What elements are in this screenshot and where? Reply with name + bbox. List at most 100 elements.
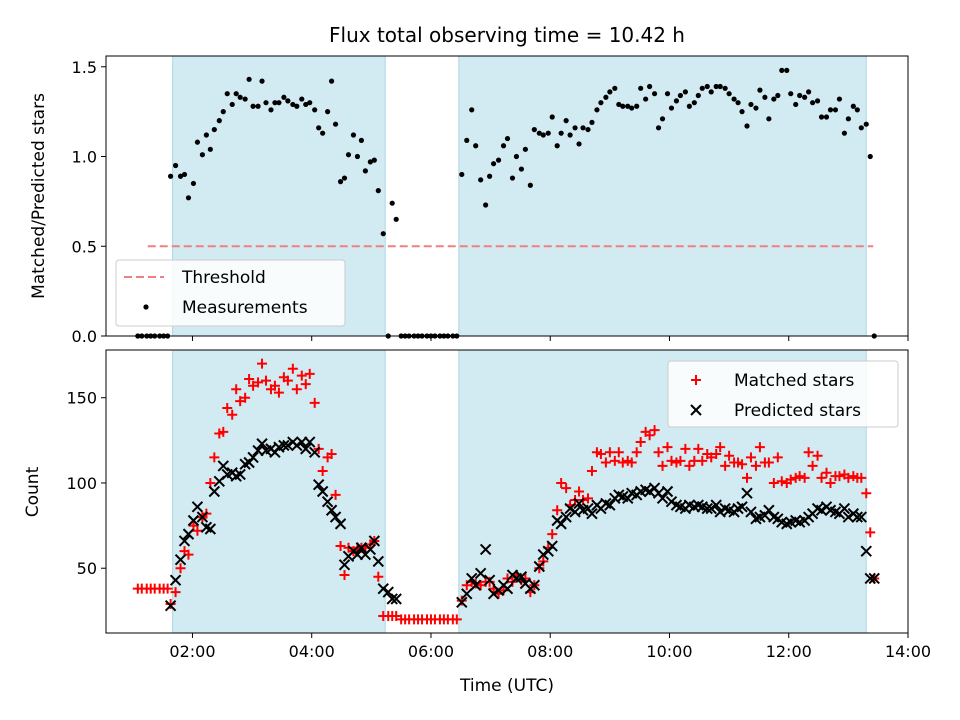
predicted-star-marker xyxy=(701,502,713,515)
matched-star-marker xyxy=(666,455,677,466)
measurement-point xyxy=(576,141,582,147)
predicted-star-marker xyxy=(178,535,191,547)
measurement-point xyxy=(367,159,373,165)
predicted-star-marker xyxy=(741,487,753,499)
predicted-star-marker xyxy=(377,582,389,595)
matched-star-marker xyxy=(693,443,704,454)
matched-star-marker xyxy=(218,426,229,437)
measurement-point xyxy=(167,173,174,179)
measurement-point xyxy=(268,107,274,113)
measurement-point xyxy=(527,182,533,188)
matched-star-marker xyxy=(626,457,637,468)
count-panel: 50 100 150 02:00 04:00 06:00 08:00 10:00 12:00 1… xyxy=(23,349,931,696)
y-tick-label: 100 xyxy=(66,474,97,493)
measurement-point xyxy=(651,91,658,97)
matched-star-marker xyxy=(269,380,280,391)
legend-predicted-swatch xyxy=(690,404,702,416)
predicted-star-marker xyxy=(364,543,377,556)
matched-star-marker xyxy=(556,477,567,488)
matched-star-marker xyxy=(861,488,872,499)
measurement-point xyxy=(483,202,489,208)
predicted-star-marker xyxy=(204,523,217,535)
measurement-point xyxy=(629,105,635,111)
y-tick-label: 0.0 xyxy=(72,327,97,346)
measurement-point xyxy=(806,89,812,95)
measurement-point xyxy=(567,132,573,138)
measurement-point xyxy=(643,96,649,102)
measurement-point xyxy=(500,143,507,149)
predicted-star-marker xyxy=(474,567,487,580)
measurement-point xyxy=(717,83,723,90)
measurement-point xyxy=(531,126,537,133)
measurement-point xyxy=(691,100,697,106)
measurement-point xyxy=(389,200,395,206)
legend-threshold-label: Threshold xyxy=(181,268,266,288)
measurement-point xyxy=(522,146,528,152)
measurement-point xyxy=(490,161,497,167)
measurement-point xyxy=(788,91,794,97)
measurement-point xyxy=(545,130,551,136)
matched-star-marker xyxy=(825,477,836,488)
matched-star-marker xyxy=(261,375,272,386)
measurement-point xyxy=(748,101,754,108)
matched-star-marker xyxy=(222,402,233,413)
matched-star-marker xyxy=(595,448,606,459)
predicted-star-marker xyxy=(338,559,351,571)
matched-star-marker xyxy=(635,437,646,448)
predicted-star-marker xyxy=(533,560,546,573)
matched-star-marker xyxy=(257,358,268,369)
x-tick-label: 02:00 xyxy=(169,642,215,661)
measurement-point xyxy=(345,152,352,158)
matched-star-marker xyxy=(653,447,664,458)
matched-star-marker xyxy=(750,460,761,471)
predicted-star-marker xyxy=(537,548,549,561)
matched-star-marker xyxy=(165,599,176,610)
measurement-point xyxy=(177,173,184,179)
measurement-point xyxy=(686,103,692,109)
matched-star-marker xyxy=(680,443,691,454)
matched-star-marker xyxy=(776,476,787,487)
ratio-panel: 0.0 0.5 1.0 1.5 Matched/Predicted stars Thr… xyxy=(29,55,909,346)
matched-star-marker xyxy=(484,576,495,587)
matched-star-marker xyxy=(552,505,563,516)
count-legend: Matched stars Predicted stars xyxy=(667,360,899,428)
measurement-point xyxy=(779,67,785,73)
matched-star-marker xyxy=(339,570,350,581)
predicted-star-marker xyxy=(386,593,398,605)
predicted-star-marker xyxy=(368,535,381,547)
measurement-point xyxy=(181,171,188,178)
measurement-point xyxy=(229,101,235,108)
matched-star-marker xyxy=(326,448,337,459)
predicted-star-marker xyxy=(355,542,368,554)
legend-matched-swatch xyxy=(691,375,701,385)
measurement-point xyxy=(194,139,201,145)
measurement-point xyxy=(281,94,287,100)
measurement-point xyxy=(845,116,851,122)
predicted-star-marker xyxy=(643,485,656,498)
measurement-point xyxy=(371,157,377,163)
measurement-point xyxy=(316,125,322,131)
legend-matched-label: Matched stars xyxy=(734,371,854,391)
measurement-point xyxy=(841,130,847,136)
measurement-point xyxy=(802,94,808,100)
measurement-point xyxy=(487,173,493,179)
matched-star-marker xyxy=(317,466,328,477)
measurement-point xyxy=(612,85,618,91)
measurement-point xyxy=(735,100,741,106)
predicted-star-marker xyxy=(325,504,338,516)
legend-measurements-swatch xyxy=(143,304,149,310)
predicted-star-marker xyxy=(586,507,598,520)
measurement-point xyxy=(563,118,569,124)
measurement-point xyxy=(354,153,361,160)
matched-star-marker xyxy=(684,460,695,471)
predicted-star-marker xyxy=(208,485,221,498)
measurement-point xyxy=(185,195,192,201)
measurement-point xyxy=(172,162,179,169)
measurement-point xyxy=(673,98,680,104)
predicted-star-marker xyxy=(217,460,229,472)
matched-star-marker xyxy=(534,563,545,574)
measurement-point xyxy=(549,114,555,120)
measurement-point xyxy=(775,92,781,99)
matched-star-marker xyxy=(209,452,220,463)
measurement-point xyxy=(337,179,344,185)
